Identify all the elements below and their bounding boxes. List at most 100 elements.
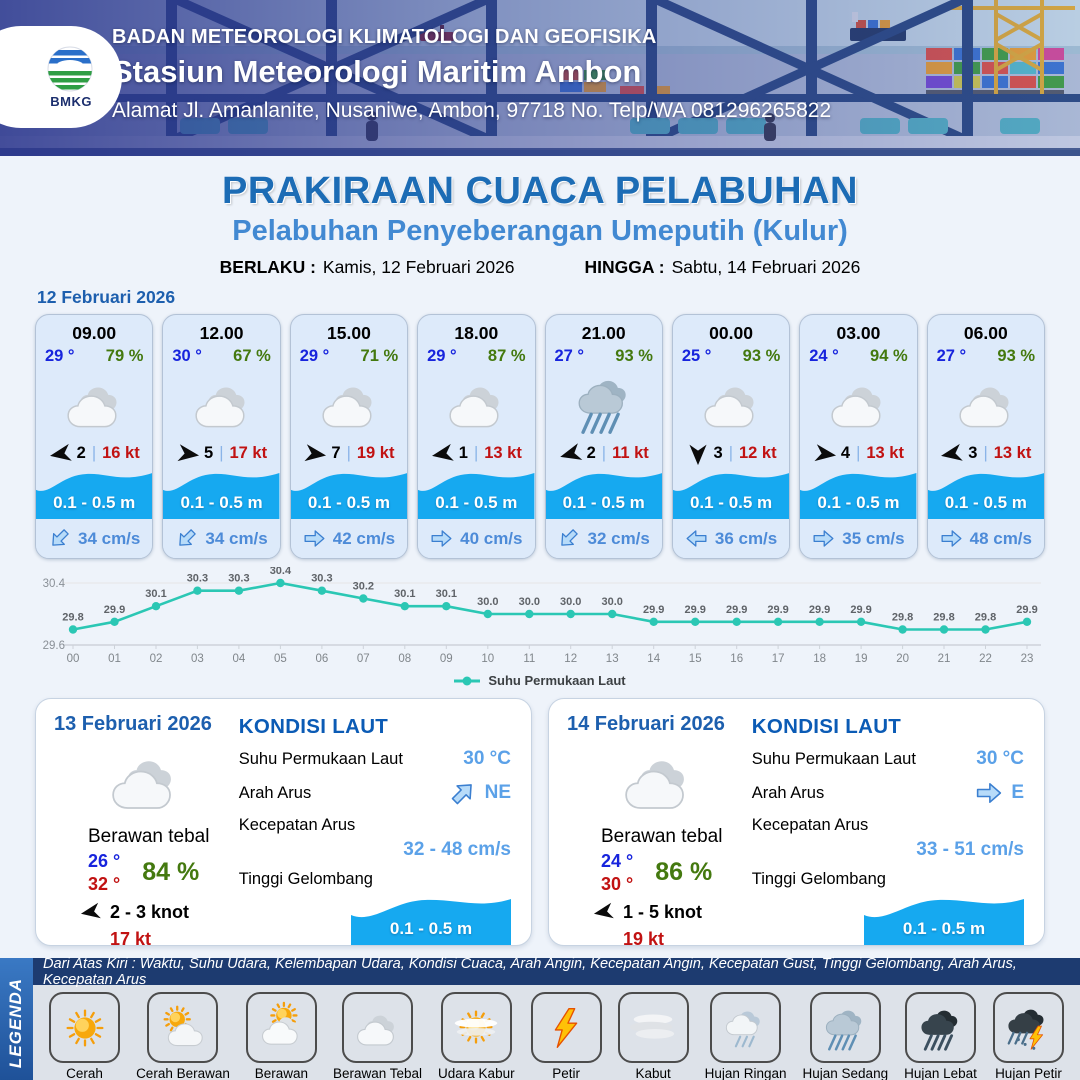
wave-shape	[36, 472, 153, 520]
svg-text:29.8: 29.8	[975, 612, 996, 624]
current-speed-label: Kecepatan Arus	[751, 816, 869, 834]
legend-icon-box	[992, 992, 1064, 1063]
card-wave: 0.1 - 0.5 m	[545, 466, 662, 520]
card-wave-height: 0.1 - 0.5 m	[689, 493, 773, 513]
card-wind: 7 | 19 kt	[291, 442, 407, 466]
legend-item-label: Hujan Sedang	[802, 1066, 889, 1080]
svg-text:08: 08	[398, 653, 411, 665]
weather-icon-berawan-tebal	[357, 1015, 395, 1046]
svg-text:22: 22	[979, 653, 992, 665]
card-current-speed: 40 cm/s	[460, 528, 523, 548]
sea-conditions: KONDISI LAUT Suhu Permukaan Laut 30 °C Arah…	[752, 715, 1024, 945]
current-speed-label: Kecepatan Arus	[238, 816, 356, 834]
sst-value: 30 °C	[976, 748, 1024, 769]
card-humidity: 67 %	[233, 347, 271, 365]
legend-icon-box	[341, 992, 413, 1063]
sst-chart-wrap: 29.6 30.4 29.8 00 29.9 01 30.1 02 30.3 03 30.3 04 30…	[35, 567, 1045, 673]
legend-item-berawan-tebal: Berawan Tebal	[333, 992, 422, 1080]
daily-temp-min: 24 °	[601, 851, 634, 871]
legend-caption: Dari Atas Kiri : Waktu, Suhu Udara, Kele…	[33, 956, 1080, 988]
card-wind: 3 | 13 kt	[928, 442, 1044, 466]
chart-legend-label: Suhu Permukaan Laut	[488, 673, 626, 688]
validity-row: BERLAKU : Kamis, 12 Februari 2026 HINGGA …	[0, 257, 1080, 278]
card-current: 48 cm/s	[927, 519, 1044, 558]
card-temperature: 25 °	[681, 347, 712, 365]
card-temp-humidity: 29 ° 71 %	[291, 344, 407, 366]
card-gust: 17 kt	[229, 444, 268, 463]
card-current: 36 cm/s	[672, 519, 790, 558]
current-direction-icon	[451, 784, 472, 805]
card-wave: 0.1 - 0.5 m	[418, 466, 535, 520]
legend-icon-box	[905, 992, 977, 1063]
card-temperature: 27 °	[554, 347, 585, 365]
daily-wind: 1 - 5 knot	[593, 901, 1026, 923]
daily-wave-height: 0.1 - 0.5 m	[389, 919, 473, 938]
card-current-speed: 48 cm/s	[969, 528, 1032, 548]
card-weather	[928, 366, 1044, 442]
card-current-speed: 34 cm/s	[205, 528, 268, 548]
svg-text:02: 02	[150, 653, 163, 665]
card-current-speed: 34 cm/s	[77, 528, 141, 548]
page-subtitle: Pelabuhan Penyeberangan Umeputih (Kulur)	[232, 215, 848, 247]
weather-icon-cerah-berawan	[163, 1005, 203, 1046]
svg-text:20: 20	[896, 653, 909, 665]
svg-text:17: 17	[772, 653, 785, 665]
daily-wind-range: 2 - 3 knot	[110, 901, 190, 922]
card-wave-height: 0.1 - 0.5 m	[562, 493, 645, 513]
current-speed-value: 33 - 51 cm/s	[916, 839, 1024, 860]
legend-item-hujan-petir: Hujan Petir	[992, 992, 1064, 1080]
legend-marker-icon	[454, 676, 481, 685]
weather-icon-hujan-sedang	[578, 380, 626, 434]
svg-text:30.3: 30.3	[311, 573, 332, 585]
divider: |	[219, 444, 224, 463]
card-gust: 13 kt	[993, 444, 1032, 463]
svg-text:19: 19	[855, 653, 868, 665]
legend-side-strip: LEGENDA	[0, 958, 33, 1080]
station-name: Stasiun Meteorologi Maritim Ambon	[112, 54, 642, 89]
card-gust: 16 kt	[102, 444, 140, 463]
svg-text:30.4: 30.4	[43, 578, 66, 590]
hourly-card: 18.00 29 ° 87 % 1 | 13 kt 0.1 - 0.5 m 40 cm/s	[417, 314, 536, 559]
svg-text:29.6: 29.6	[43, 640, 65, 652]
svg-text:06: 06	[316, 653, 329, 665]
legend-item-label: Hujan Ringan	[704, 1066, 787, 1080]
current-direction-icon	[561, 529, 579, 546]
svg-text:05: 05	[274, 653, 287, 665]
sst-value: 30 °C	[463, 748, 511, 769]
wave-shape	[163, 472, 280, 520]
sea-title: KONDISI LAUT	[238, 715, 389, 738]
card-current-speed: 42 cm/s	[332, 528, 396, 548]
card-humidity: 93 %	[615, 347, 653, 365]
card-current: 40 cm/s	[418, 519, 535, 558]
daily-wind-range: 1 - 5 knot	[623, 901, 703, 922]
legend-item-label: Berawan Tebal	[332, 1066, 422, 1080]
svg-text:29.9: 29.9	[1016, 604, 1037, 616]
daily-humidity: 84 %	[142, 858, 200, 886]
svg-text:12: 12	[564, 653, 577, 665]
svg-text:16: 16	[730, 653, 743, 665]
wind-direction-icon	[80, 902, 101, 919]
daily-card: 13 Februari 2026 Berawan tebal 26 ° 32 ° 84 …	[35, 698, 532, 949]
legend-side-label: LEGENDA	[6, 977, 26, 1068]
legend-item-udara-kabur: Udara Kabur	[438, 992, 515, 1080]
card-wind: 3 | 12 kt	[673, 442, 789, 466]
current-direction-icon	[977, 783, 1002, 803]
card-wind: 2 | 11 kt	[546, 442, 662, 466]
daily-weather-desc: Berawan tebal	[601, 826, 723, 847]
card-temperature: 24 °	[809, 347, 839, 365]
wave-shape	[800, 472, 917, 520]
daily-gust: 17 kt	[110, 929, 152, 949]
hingga-value: Sabtu, 14 Februari 2026	[671, 257, 861, 277]
daily-temp-max: 30 °	[601, 873, 634, 894]
daily-wave: 0.1 - 0.5 m	[351, 893, 511, 945]
legend-item-label: Petir	[552, 1066, 580, 1080]
svg-text:29.8: 29.8	[933, 612, 954, 624]
card-gust: 19 kt	[356, 444, 395, 463]
card-temperature: 27 °	[936, 347, 967, 365]
legend-item-cerah: Cerah	[49, 992, 121, 1080]
card-wave: 0.1 - 0.5 m	[927, 466, 1044, 520]
card-current: 32 cm/s	[545, 519, 662, 558]
wave-shape	[927, 472, 1044, 520]
svg-text:29.9: 29.9	[643, 604, 664, 616]
weather-icon-berawan-tebal	[194, 387, 245, 428]
